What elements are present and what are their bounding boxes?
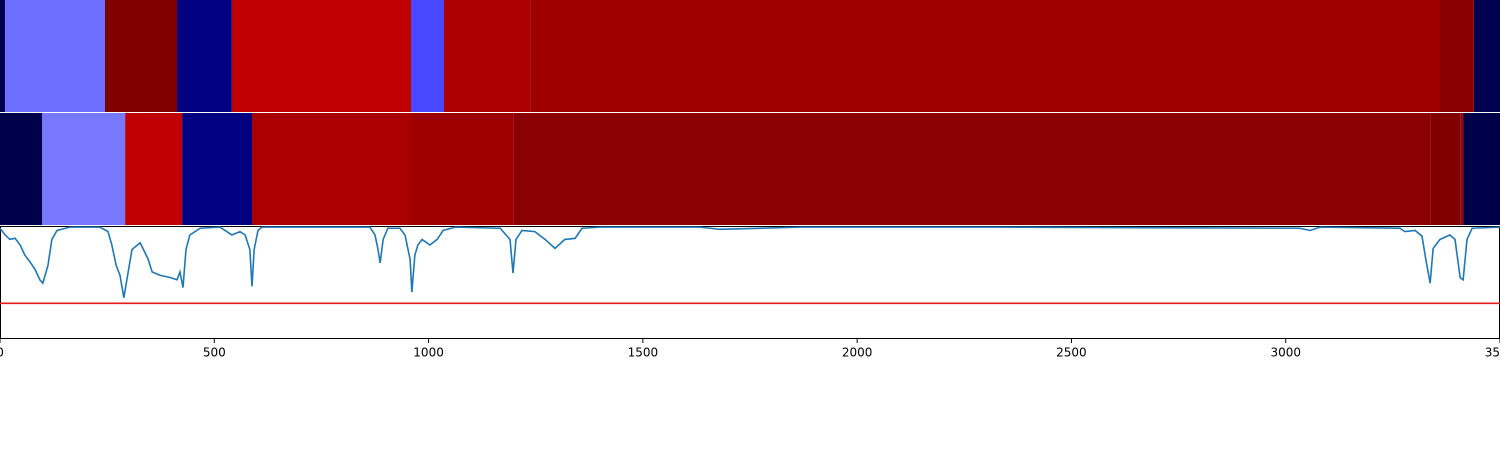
segment	[530, 0, 1440, 112]
segment	[252, 113, 411, 225]
x-tick-label: 2500	[1056, 346, 1087, 360]
series-line	[0, 226, 1500, 298]
segment	[231, 0, 411, 112]
x-tick-label: 1000	[413, 346, 444, 360]
segment	[0, 113, 42, 225]
x-tick-label: 3500	[1485, 346, 1500, 360]
segment	[5, 0, 105, 112]
segment	[125, 113, 183, 225]
segment	[513, 113, 1431, 225]
segment	[1463, 113, 1500, 225]
segment	[42, 113, 126, 225]
segment	[1430, 113, 1461, 225]
segment	[411, 0, 444, 112]
x-tick-label: 1500	[628, 346, 659, 360]
x-tick-label: 3000	[1270, 346, 1301, 360]
segment	[411, 113, 514, 225]
segment	[1440, 0, 1474, 112]
segment	[0, 0, 6, 112]
segment	[177, 0, 232, 112]
plot-frame	[0, 226, 1500, 339]
x-tick-label: 0	[0, 346, 4, 360]
segment	[1473, 0, 1500, 112]
segment	[1460, 113, 1464, 225]
x-tick-label: 2000	[842, 346, 873, 360]
segment	[182, 113, 252, 225]
segment	[105, 0, 177, 112]
segment	[444, 0, 531, 112]
x-tick-label: 500	[203, 346, 226, 360]
